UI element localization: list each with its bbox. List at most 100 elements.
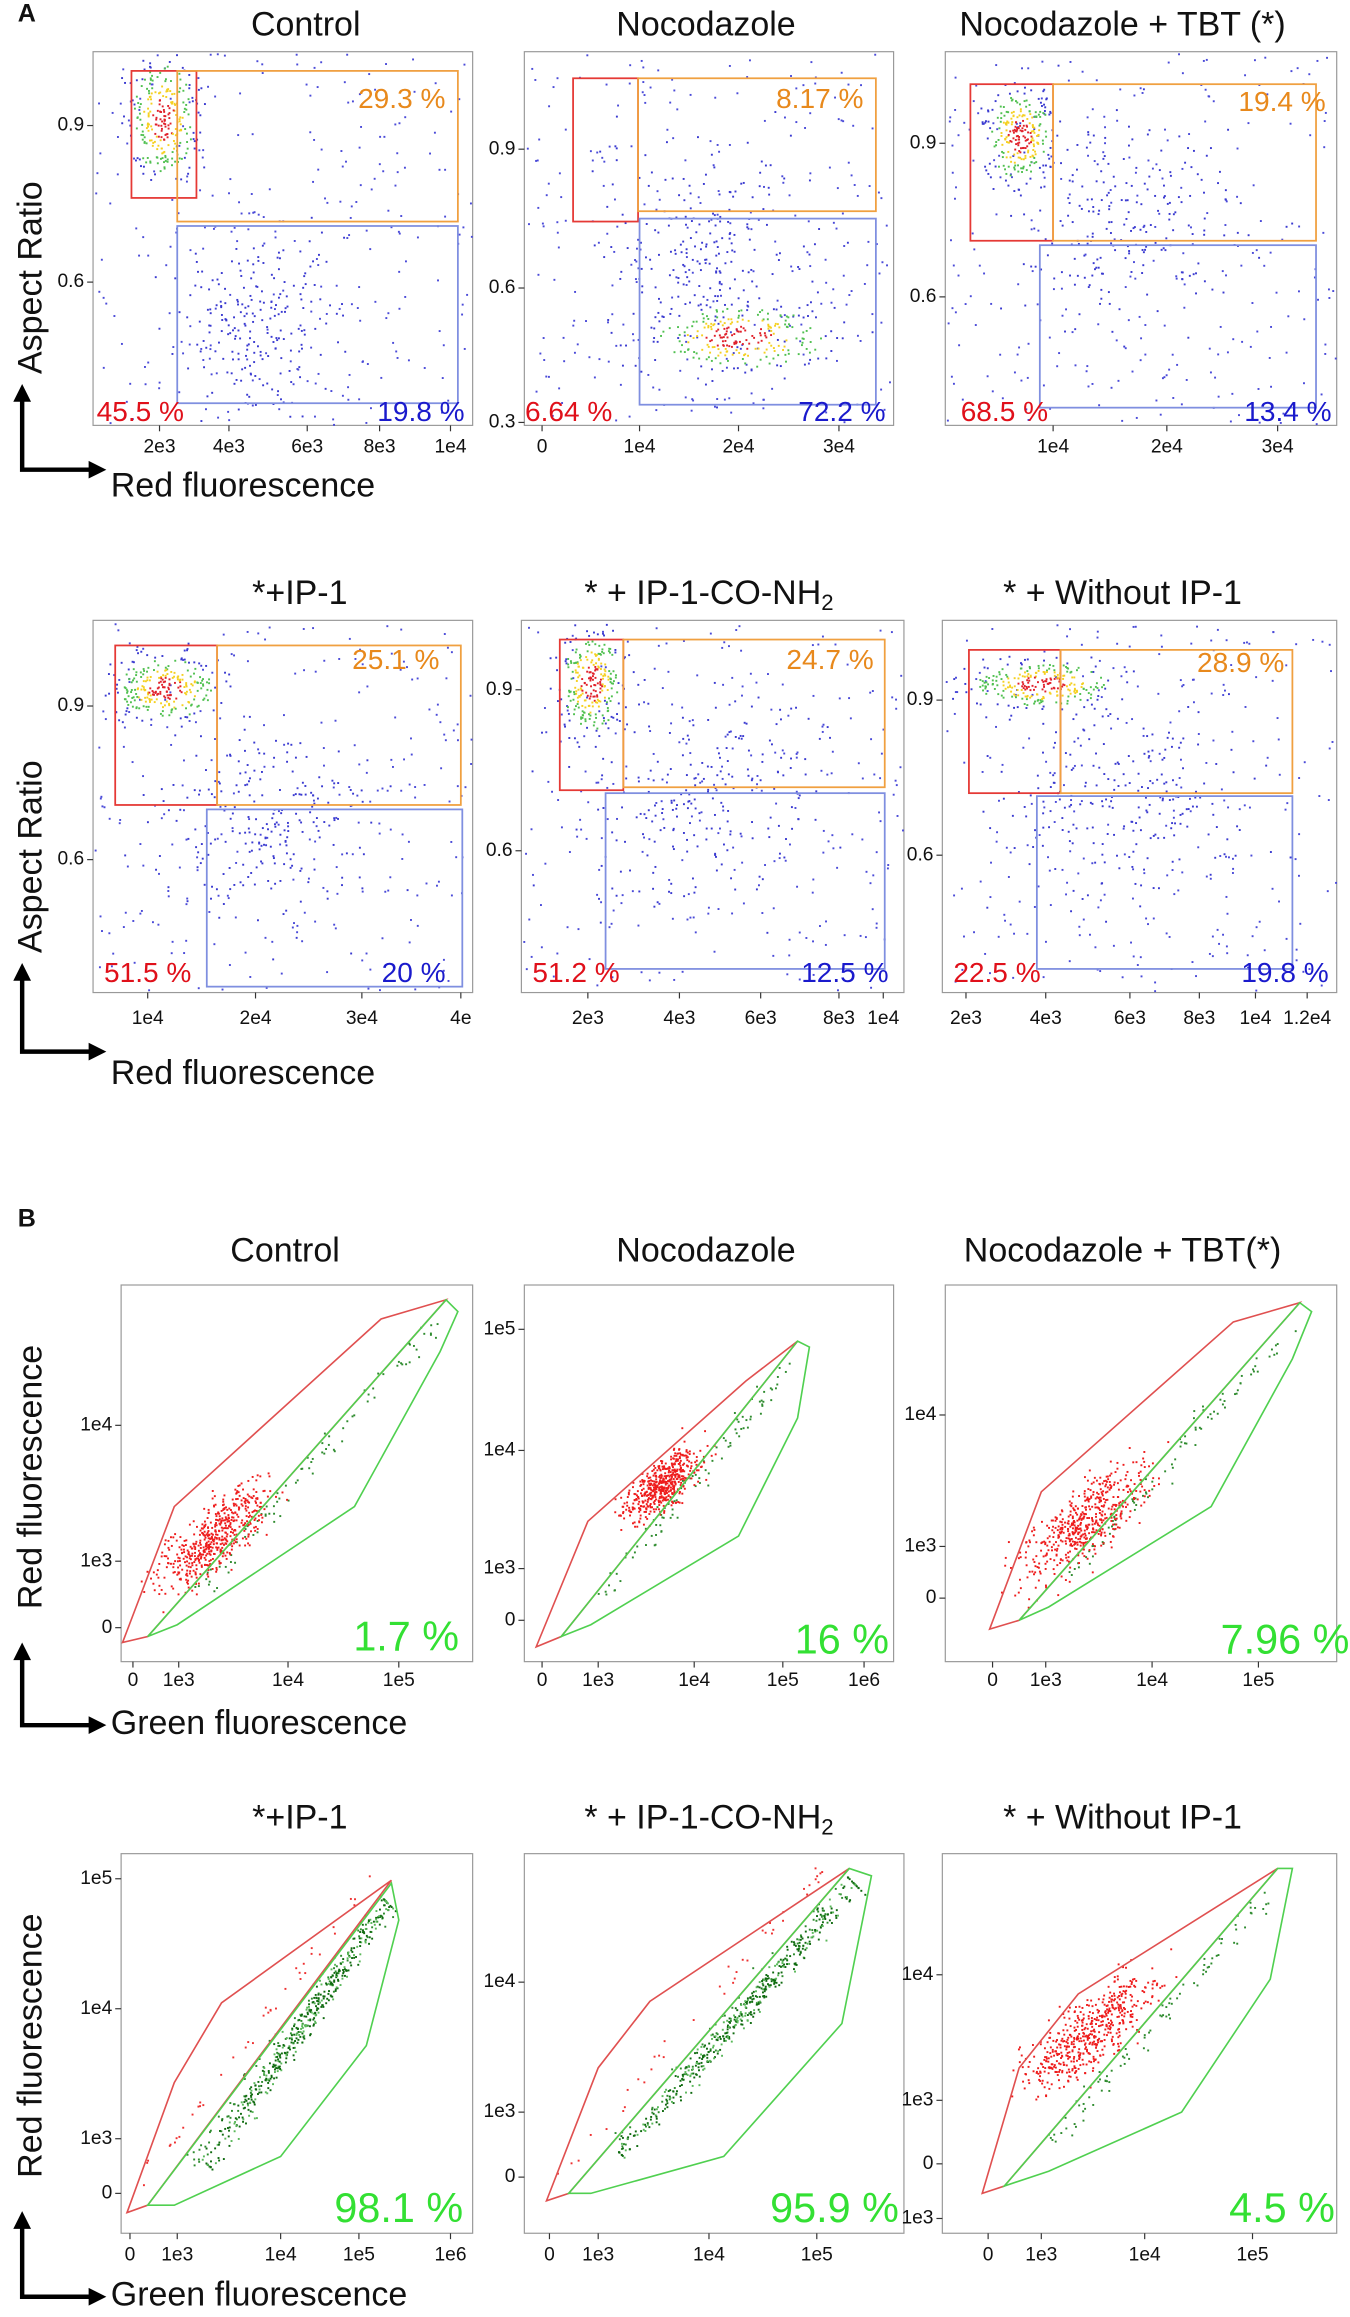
event-dot: [220, 330, 223, 333]
event-dot: [1212, 813, 1215, 816]
event-dot: [879, 777, 882, 780]
event-dot: [754, 347, 757, 350]
event-dot: [222, 1519, 225, 1522]
event-dot: [253, 341, 256, 343]
event-dot: [572, 677, 575, 680]
event-dot: [275, 1495, 277, 1498]
event-dot: [1295, 959, 1298, 962]
event-dot: [1009, 685, 1012, 688]
event-dot: [768, 329, 771, 332]
event-dot: [333, 423, 335, 426]
event-dot: [223, 1543, 225, 1546]
event-dot: [173, 1571, 176, 1574]
event-dot: [1019, 108, 1022, 111]
event-dot: [1049, 165, 1052, 168]
event-dot: [667, 224, 670, 227]
event-dot: [186, 900, 189, 903]
event-dot: [764, 864, 766, 866]
event-dot: [1012, 131, 1015, 134]
event-dot: [1070, 803, 1073, 806]
event-dot: [1042, 812, 1045, 815]
event-dot: [1178, 53, 1180, 56]
event-dot: [731, 334, 734, 337]
event-dot: [291, 926, 294, 929]
event-dot: [1140, 337, 1143, 340]
event-dot: [531, 770, 534, 773]
event-dot: [193, 695, 196, 698]
event-dot: [178, 679, 181, 682]
event-dot: [392, 765, 394, 768]
event-dot: [233, 382, 236, 385]
event-dot: [1000, 132, 1003, 134]
y-tick-label: 0.9: [907, 689, 934, 710]
event-dot: [1062, 683, 1065, 686]
event-dot: [567, 658, 570, 660]
x-tick-label: 2e3: [572, 1008, 604, 1029]
event-dot: [295, 53, 298, 56]
event-dot: [163, 122, 165, 125]
event-dot: [1058, 798, 1061, 801]
event-dot: [1296, 67, 1299, 70]
event-dot: [1258, 421, 1261, 424]
event-dot: [654, 229, 657, 232]
event-dot: [243, 1500, 246, 1503]
event-dot: [1214, 376, 1217, 379]
event-dot: [176, 678, 179, 681]
event-dot: [1222, 933, 1225, 936]
event-dot: [356, 794, 359, 797]
event-dot: [206, 1571, 209, 1574]
event-dot: [1073, 257, 1076, 260]
event-dot: [1034, 150, 1036, 153]
event-dot: [674, 252, 677, 255]
event-dot: [731, 775, 734, 778]
event-dot: [161, 85, 164, 88]
event-dot: [445, 677, 448, 680]
event-dot: [1026, 145, 1029, 148]
event-dot: [683, 199, 686, 202]
event-dot: [257, 632, 260, 635]
event-dot: [789, 843, 791, 846]
event-dot: [1016, 101, 1019, 104]
event-dot: [314, 920, 317, 923]
event-dot: [1042, 150, 1045, 153]
event-dot: [716, 213, 719, 216]
event-dot: [146, 654, 149, 657]
event-dot: [268, 626, 271, 629]
event-dot: [621, 364, 624, 367]
event-dot: [169, 693, 172, 696]
event-dot: [752, 270, 755, 273]
event-dot: [211, 1526, 214, 1529]
event-dot: [191, 684, 194, 687]
event-dot: [841, 212, 844, 215]
event-dot: [551, 414, 554, 417]
event-dot: [307, 881, 310, 884]
event-dot: [1033, 128, 1036, 130]
event-dot: [768, 193, 771, 196]
event-dot: [247, 816, 250, 818]
x-tick-label: 3e4: [1262, 437, 1294, 458]
event-dot: [1024, 304, 1027, 307]
event-dot: [1269, 410, 1271, 413]
plot-title: Nocodazole: [616, 6, 795, 44]
event-dot: [1080, 764, 1083, 767]
event-dot: [563, 360, 566, 363]
event-dot: [197, 987, 200, 990]
event-dot: [224, 805, 227, 808]
event-dot: [657, 644, 660, 647]
event-dot: [229, 332, 232, 335]
event-dot: [825, 357, 828, 360]
event-dot: [326, 897, 329, 900]
event-dot: [1277, 738, 1280, 741]
event-dot: [645, 223, 648, 225]
event-dot: [746, 304, 749, 307]
event-dot: [1154, 194, 1157, 197]
event-dot: [1114, 249, 1117, 252]
event-dot: [717, 752, 720, 755]
event-dot: [98, 290, 101, 293]
event-dot: [705, 243, 708, 246]
event-dot: [1236, 825, 1239, 828]
event-dot: [297, 327, 300, 330]
event-dot: [578, 653, 581, 656]
event-dot: [244, 1499, 247, 1502]
event-dot: [209, 308, 212, 311]
